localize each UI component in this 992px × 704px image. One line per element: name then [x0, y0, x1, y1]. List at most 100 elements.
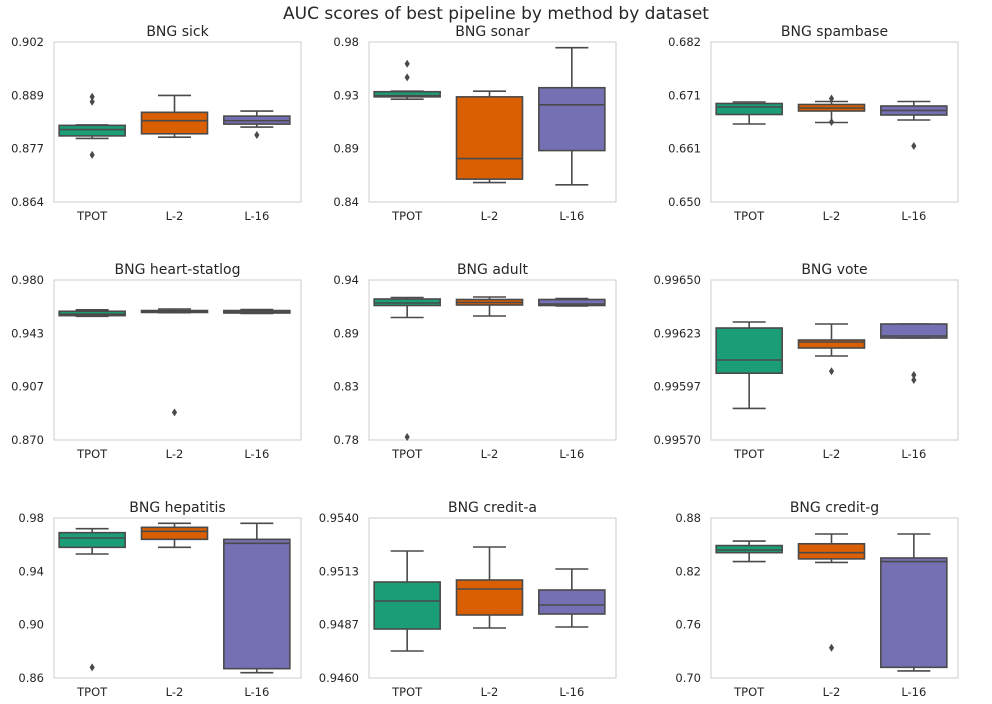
panel-title: BNG credit-g: [790, 500, 879, 516]
iqr-box: [715, 327, 783, 375]
box-l-2: [797, 323, 866, 376]
iqr-box: [538, 298, 606, 307]
iqr-box: [140, 526, 209, 541]
outlier-point: [911, 142, 917, 150]
outlier-point: [89, 150, 95, 159]
panel-title: BNG spambase: [781, 24, 888, 40]
box-l-2: [140, 94, 209, 138]
iqr-box: [797, 339, 866, 349]
y-tick-label: 0.94: [18, 564, 44, 578]
box-tpot: [715, 101, 783, 125]
x-tick-label: L-16: [901, 685, 926, 699]
y-tick-label: 0.9540: [319, 511, 359, 525]
y-tick-label: 0.99570: [653, 433, 701, 447]
y-tick-label: 0.9487: [319, 618, 359, 632]
panel-bng-heart-statlog: BNG heart-statlog 0.980 0.943 0.907 0.870 TPO…: [11, 262, 302, 461]
x-tick-label: L-16: [559, 209, 584, 223]
x-tick-label: L-2: [481, 447, 499, 461]
y-tick-label: 0.682: [668, 35, 701, 49]
y-tick-label: 0.9460: [319, 671, 359, 685]
x-tick-label: TPOT: [391, 447, 423, 461]
y-tick-label: 0.88: [675, 511, 701, 525]
y-tick-label: 0.82: [675, 564, 701, 578]
x-tick-label: L-16: [559, 685, 584, 699]
box-l-16: [223, 308, 291, 315]
x-tick-label: TPOT: [733, 209, 765, 223]
y-tick-label: 0.99597: [653, 380, 701, 394]
box-l-16: [880, 100, 948, 150]
plot-frame: [368, 279, 617, 441]
panel-title: BNG credit-a: [448, 500, 537, 516]
outlier-point: [404, 433, 410, 441]
x-tick-label: TPOT: [733, 447, 765, 461]
figure-title: AUC scores of best pipeline by method by…: [283, 4, 709, 24]
box-l-16: [538, 46, 606, 186]
y-tick-label: 0.671: [668, 88, 701, 102]
plot-frame: [710, 517, 959, 679]
y-tick-label: 0.650: [668, 195, 701, 209]
panel-bng-adult: BNG adult 0.94 0.89 0.83 0.78 TPOT L-2 L-16: [333, 262, 617, 461]
panel-title: BNG adult: [457, 262, 529, 278]
outlier-point: [171, 408, 178, 417]
x-tick-label: L-16: [244, 685, 269, 699]
y-tick-label: 0.99650: [653, 273, 701, 287]
y-tick-label: 0.89: [333, 326, 359, 340]
x-tick-label: L-2: [481, 685, 499, 699]
box-l-16: [223, 522, 291, 674]
outlier-point: [911, 376, 917, 384]
x-tick-label: TPOT: [391, 685, 423, 699]
iqr-box: [880, 557, 948, 669]
y-tick-label: 0.98: [18, 511, 44, 525]
y-tick-label: 0.661: [668, 142, 701, 156]
box-l-16: [880, 323, 948, 384]
iqr-box: [58, 124, 126, 137]
outlier-point: [89, 663, 95, 672]
x-tick-label: TPOT: [391, 209, 423, 223]
y-tick-label: 0.877: [11, 142, 44, 156]
plot-frame: [53, 41, 302, 203]
y-tick-label: 0.980: [11, 273, 44, 287]
y-tick-label: 0.84: [333, 195, 359, 209]
y-tick-label: 0.889: [11, 88, 44, 102]
panel-bng-spambase: BNG spambase 0.682 0.671 0.661 0.650 TPOT L-2 L…: [668, 24, 959, 223]
x-tick-label: L-16: [901, 209, 926, 223]
box-tpot: [715, 321, 783, 410]
box-l-2: [455, 296, 524, 317]
outlier-point: [404, 73, 410, 82]
iqr-box: [538, 589, 606, 615]
box-tpot: [58, 92, 126, 159]
x-tick-label: L-16: [559, 447, 584, 461]
iqr-box: [455, 96, 524, 180]
y-tick-label: 0.864: [11, 195, 44, 209]
x-tick-label: TPOT: [76, 209, 108, 223]
x-tick-label: TPOT: [76, 685, 108, 699]
x-tick-label: L-2: [823, 447, 841, 461]
box-tpot: [58, 309, 126, 318]
plot-frame: [368, 517, 617, 679]
plot-frame: [710, 279, 959, 441]
panel-title: BNG heart-statlog: [115, 262, 241, 278]
x-tick-label: L-16: [901, 447, 926, 461]
y-tick-label: 0.78: [333, 433, 359, 447]
y-tick-label: 0.99623: [653, 326, 701, 340]
panel-bng-credit-g: BNG credit-g 0.88 0.82 0.76 0.70 TPOT L-2 L-16: [675, 500, 959, 699]
box-l-2: [797, 533, 866, 652]
iqr-box: [880, 323, 948, 339]
x-tick-label: L-16: [244, 447, 269, 461]
panel-title: BNG hepatitis: [129, 500, 225, 516]
outlier-point: [828, 118, 835, 126]
outlier-point: [254, 131, 260, 140]
y-tick-label: 0.943: [11, 326, 44, 340]
outlier-point: [89, 97, 95, 106]
panel-bng-sonar: BNG sonar 0.98 0.93 0.89 0.84 TPOT L-2 L-16: [333, 24, 617, 223]
plot-frame: [710, 41, 959, 203]
box-tpot: [715, 540, 783, 563]
outlier-point: [828, 367, 835, 376]
iqr-box: [715, 544, 783, 554]
y-tick-label: 0.98: [333, 35, 359, 49]
outlier-point: [911, 371, 917, 379]
x-tick-label: L-2: [823, 209, 841, 223]
box-l-16: [223, 110, 291, 140]
x-tick-label: L-16: [244, 209, 269, 223]
